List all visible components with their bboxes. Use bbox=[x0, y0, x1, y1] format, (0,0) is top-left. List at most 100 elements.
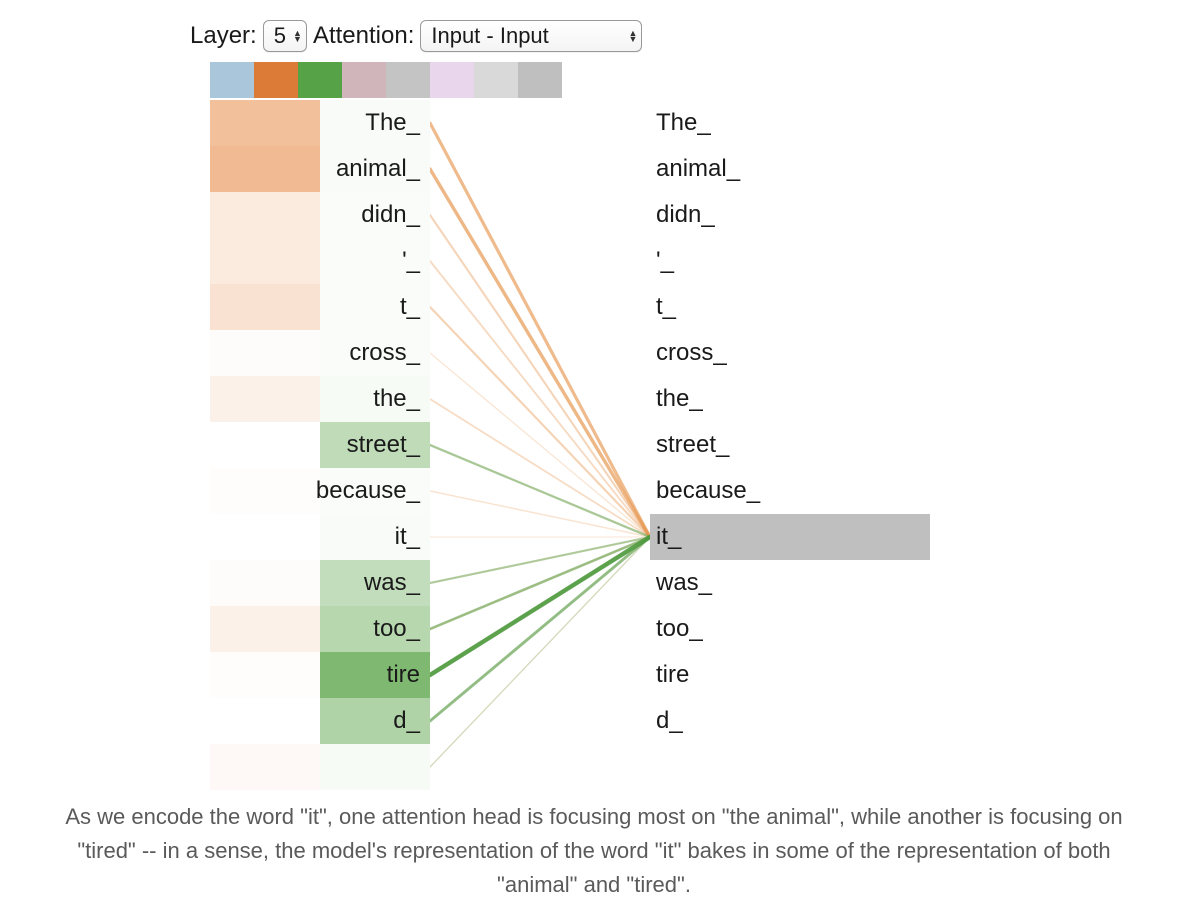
attention-line bbox=[430, 215, 650, 537]
chevron-updown-icon: ▲▼ bbox=[628, 30, 637, 42]
attention-visualization: Layer: 5 ▲▼ Attention: Input - Input ▲▼ … bbox=[0, 0, 1188, 920]
attention-line bbox=[430, 307, 650, 537]
left-token-text: tire bbox=[387, 661, 420, 689]
orange-weight-cell bbox=[210, 606, 320, 652]
right-token-text: animal_ bbox=[656, 155, 740, 183]
palette-swatch-6[interactable] bbox=[474, 62, 518, 98]
layer-select[interactable]: 5 ▲▼ bbox=[263, 20, 307, 52]
green-weight-cell: t_ bbox=[320, 284, 430, 330]
green-weight-cell bbox=[320, 744, 430, 790]
right-token[interactable]: '_ bbox=[650, 238, 930, 284]
attention-line bbox=[430, 537, 650, 675]
right-token-text: because_ bbox=[656, 477, 760, 505]
right-token[interactable] bbox=[650, 744, 930, 790]
orange-weight-cell bbox=[210, 284, 320, 330]
green-weight-cell: street_ bbox=[320, 422, 430, 468]
right-token[interactable]: was_ bbox=[650, 560, 930, 606]
green-weight-cell: because_ bbox=[320, 468, 430, 514]
orange-weight-cell bbox=[210, 560, 320, 606]
orange-weight-cell bbox=[210, 376, 320, 422]
right-token-text: d_ bbox=[656, 707, 683, 735]
attention-label: Attention: bbox=[313, 22, 414, 50]
attention-select[interactable]: Input - Input ▲▼ bbox=[420, 20, 642, 52]
right-token-text: The_ bbox=[656, 109, 711, 137]
right-token[interactable]: didn_ bbox=[650, 192, 930, 238]
left-token-text: too_ bbox=[373, 615, 420, 643]
orange-weight-cell bbox=[210, 238, 320, 284]
orange-weight-cell bbox=[210, 100, 320, 146]
right-token[interactable]: because_ bbox=[650, 468, 930, 514]
attention-select-value: Input - Input bbox=[431, 23, 548, 49]
right-token[interactable]: t_ bbox=[650, 284, 930, 330]
green-weight-cell: it_ bbox=[320, 514, 430, 560]
right-token[interactable]: animal_ bbox=[650, 146, 930, 192]
right-token-text: didn_ bbox=[656, 201, 715, 229]
orange-weight-cell bbox=[210, 330, 320, 376]
head-color-palette bbox=[210, 62, 562, 98]
chevron-updown-icon: ▲▼ bbox=[293, 30, 302, 42]
attention-line bbox=[430, 169, 650, 537]
palette-swatch-4[interactable] bbox=[386, 62, 430, 98]
right-token[interactable]: d_ bbox=[650, 698, 930, 744]
left-token-text: animal_ bbox=[336, 155, 420, 183]
palette-swatch-0[interactable] bbox=[210, 62, 254, 98]
right-token-text: it_ bbox=[656, 523, 681, 551]
right-token-text: was_ bbox=[656, 569, 712, 597]
left-token-text: didn_ bbox=[361, 201, 420, 229]
right-token-selected[interactable]: it_ bbox=[650, 514, 930, 560]
right-token[interactable]: tire bbox=[650, 652, 930, 698]
orange-weight-cell bbox=[210, 146, 320, 192]
green-weight-cell: didn_ bbox=[320, 192, 430, 238]
right-token[interactable]: The_ bbox=[650, 100, 930, 146]
orange-weight-cell bbox=[210, 514, 320, 560]
right-token-text: tire bbox=[656, 661, 689, 689]
layer-label: Layer: bbox=[190, 22, 257, 50]
green-weight-cell: d_ bbox=[320, 698, 430, 744]
palette-swatch-2[interactable] bbox=[298, 62, 342, 98]
orange-weight-cell bbox=[210, 744, 320, 790]
attention-line bbox=[430, 537, 650, 721]
attention-line bbox=[430, 353, 650, 537]
left-token-text: '_ bbox=[402, 247, 420, 275]
left-token-text: d_ bbox=[393, 707, 420, 735]
palette-swatch-5[interactable] bbox=[430, 62, 474, 98]
right-token[interactable]: cross_ bbox=[650, 330, 930, 376]
green-weight-cell: animal_ bbox=[320, 146, 430, 192]
left-token-text: was_ bbox=[364, 569, 420, 597]
left-token-text: the_ bbox=[373, 385, 420, 413]
palette-swatch-1[interactable] bbox=[254, 62, 298, 98]
controls-row: Layer: 5 ▲▼ Attention: Input - Input ▲▼ bbox=[190, 20, 642, 52]
right-token-text: t_ bbox=[656, 293, 676, 321]
layer-select-value: 5 bbox=[274, 23, 286, 49]
orange-weight-cell bbox=[210, 468, 320, 514]
left-token-text: The_ bbox=[365, 109, 420, 137]
right-token[interactable]: the_ bbox=[650, 376, 930, 422]
green-weight-cell: cross_ bbox=[320, 330, 430, 376]
attention-line bbox=[430, 537, 650, 629]
right-token-text: street_ bbox=[656, 431, 729, 459]
right-token[interactable]: street_ bbox=[650, 422, 930, 468]
palette-swatch-3[interactable] bbox=[342, 62, 386, 98]
green-weight-cell: was_ bbox=[320, 560, 430, 606]
left-token-text: because_ bbox=[316, 477, 420, 505]
orange-weight-cell bbox=[210, 698, 320, 744]
right-token-text: cross_ bbox=[656, 339, 727, 367]
attention-line bbox=[430, 491, 650, 537]
green-weight-cell: tire bbox=[320, 652, 430, 698]
orange-weight-cell bbox=[210, 652, 320, 698]
green-weight-cell: too_ bbox=[320, 606, 430, 652]
right-token-text: the_ bbox=[656, 385, 703, 413]
attention-line bbox=[430, 261, 650, 537]
green-weight-cell: '_ bbox=[320, 238, 430, 284]
attention-line bbox=[430, 123, 650, 537]
green-weight-cell: The_ bbox=[320, 100, 430, 146]
palette-swatch-7[interactable] bbox=[518, 62, 562, 98]
orange-weight-cell bbox=[210, 192, 320, 238]
left-token-text: cross_ bbox=[349, 339, 420, 367]
right-token-text: '_ bbox=[656, 247, 674, 275]
left-token-text: it_ bbox=[395, 523, 420, 551]
right-token[interactable]: too_ bbox=[650, 606, 930, 652]
attention-diagram: The_animal_didn_'_t_cross_the_street_bec… bbox=[210, 100, 950, 790]
green-weight-cell: the_ bbox=[320, 376, 430, 422]
attention-line bbox=[430, 399, 650, 537]
